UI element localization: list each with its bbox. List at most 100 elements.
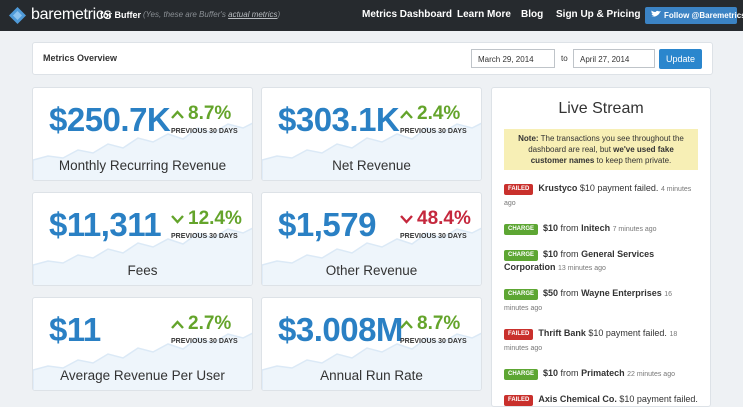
event[interactable]: FAILED Thrift Bank $10 payment failed. 18… bbox=[504, 327, 698, 355]
logo[interactable]: baremetrics bbox=[31, 6, 112, 23]
toolbar-title: Metrics Overview bbox=[43, 53, 118, 63]
arrow-up bbox=[400, 110, 413, 119]
note-text: (Yes, these are Buffer's bbox=[143, 10, 229, 19]
event-text: Wayne Enterprises bbox=[581, 288, 662, 298]
change-text: 2.4% bbox=[417, 103, 461, 124]
event-time: 4 minutes ago bbox=[504, 186, 692, 207]
sparkline bbox=[262, 122, 481, 180]
event-text: $50 bbox=[543, 288, 559, 298]
event[interactable]: CHARGE $10 from Initech 7 minutes ago bbox=[504, 222, 698, 236]
end-date-input[interactable]: April 27, 2014 bbox=[573, 49, 655, 68]
event-time: 18 minutes ago bbox=[504, 331, 678, 352]
follow-button[interactable]: Follow @Baremetrics bbox=[645, 7, 743, 24]
metric-value: $11 bbox=[49, 311, 101, 348]
event-text: from bbox=[558, 249, 582, 259]
note-text: Note: bbox=[518, 134, 539, 143]
metric-value: $3.008M bbox=[278, 311, 403, 348]
event[interactable]: FAILED Krustyco $10 payment failed. 4 min… bbox=[504, 182, 698, 210]
live-stream: Live Stream Note: The transactions you s… bbox=[491, 87, 711, 407]
metric-change: 2.7% bbox=[171, 313, 231, 335]
period: PREVIOUS 30 DAYS bbox=[400, 128, 467, 135]
event-text: from bbox=[558, 223, 582, 233]
event-time: 16 minutes ago bbox=[504, 291, 673, 312]
metric-value: $11,311 bbox=[49, 206, 162, 243]
event-badge: CHARGE bbox=[504, 369, 539, 380]
metric-label: Average Revenue Per User bbox=[60, 368, 225, 383]
event-text: $10 payment failed. bbox=[577, 183, 659, 193]
metric-change: 48.4% bbox=[400, 208, 471, 230]
toolbar: Metrics Overview March 29, 2014 to April… bbox=[32, 42, 713, 75]
event-text: from bbox=[558, 288, 582, 298]
sparkline bbox=[262, 227, 481, 285]
nav-link[interactable]: Learn More bbox=[457, 9, 511, 20]
sparkline bbox=[33, 227, 252, 285]
metric-label: Annual Run Rate bbox=[320, 368, 423, 383]
event-text: $10 payment failed. bbox=[616, 394, 698, 404]
event-text: General Services Corporation bbox=[504, 249, 655, 272]
change-text: 12.4% bbox=[188, 208, 242, 229]
sparkline bbox=[33, 122, 252, 180]
event-time: 22 minutes ago bbox=[627, 371, 675, 378]
period: PREVIOUS 30 DAYS bbox=[171, 128, 238, 135]
note-text: ) bbox=[277, 10, 281, 19]
event[interactable]: FAILED Axis Chemical Co. $10 payment fail… bbox=[504, 393, 698, 406]
metric-label: Monthly Recurring Revenue bbox=[58, 158, 227, 173]
metric-change: 8.7% bbox=[400, 313, 460, 335]
event-badge: CHARGE bbox=[504, 224, 539, 235]
stream-note: Note: The transactions you see throughou… bbox=[504, 129, 698, 170]
arrow-up bbox=[171, 110, 184, 119]
event[interactable]: CHARGE $10 from General Services Corporat… bbox=[504, 248, 698, 275]
event-time: 7 minutes ago bbox=[612, 226, 657, 233]
sparkline bbox=[262, 332, 481, 390]
event-text: Primatech bbox=[581, 368, 625, 378]
change-text: 48.4% bbox=[417, 208, 471, 229]
metric-card[interactable]: $11,311 12.4% PREVIOUS 30 DAYS Fees bbox=[32, 192, 253, 286]
metric-card[interactable]: $11 2.7% PREVIOUS 30 DAYS Average Revenue P… bbox=[32, 297, 253, 391]
bird-icon bbox=[651, 10, 661, 17]
logo-icon bbox=[9, 7, 26, 24]
metric-card[interactable]: $303.1K 2.4% PREVIOUS 30 DAYS Net Revenue bbox=[261, 87, 482, 181]
metric-change: 12.4% bbox=[171, 208, 242, 230]
event-time: 13 minutes ago bbox=[558, 265, 606, 272]
update-button[interactable]: Update bbox=[659, 49, 702, 69]
metric-value: $303.1K bbox=[278, 101, 400, 138]
metric-change: 2.4% bbox=[400, 103, 460, 125]
follow-text: Follow @Baremetrics bbox=[664, 11, 743, 20]
event-text: $10 bbox=[543, 249, 559, 259]
metric-card[interactable]: $1,579 48.4% PREVIOUS 30 DAYS Other Revenue bbox=[261, 192, 482, 286]
start-date-input[interactable]: March 29, 2014 bbox=[471, 49, 555, 68]
event-text: $10 payment failed. bbox=[585, 328, 667, 338]
event-badge: CHARGE bbox=[504, 250, 539, 261]
nav-link[interactable]: Metrics Dashboard bbox=[362, 9, 453, 20]
client: for Buffer bbox=[100, 10, 141, 20]
metric-card[interactable]: $3.008M 8.7% PREVIOUS 30 DAYS Annual Run Ra… bbox=[261, 297, 482, 391]
event-badge: FAILED bbox=[504, 329, 534, 340]
change-text: 2.7% bbox=[188, 313, 232, 334]
event-badge: FAILED bbox=[504, 184, 534, 195]
event-list: FAILED Krustyco $10 payment failed. 4 min… bbox=[492, 182, 710, 406]
nav-link[interactable]: Sign Up & Pricing bbox=[556, 9, 641, 20]
event-text: $10 bbox=[543, 223, 559, 233]
metric-card[interactable]: $250.7K 8.7% PREVIOUS 30 DAYS Monthly Recur… bbox=[32, 87, 253, 181]
note-text: we've used fake customer names bbox=[530, 145, 674, 165]
note-text: The transactions you see throughout the … bbox=[528, 134, 684, 154]
header: baremetrics for Buffer (Yes, these are B… bbox=[0, 0, 743, 31]
event[interactable]: CHARGE $10 from Primatech 22 minutes ago bbox=[504, 367, 698, 381]
to-label: to bbox=[561, 54, 568, 63]
metric-label: Fees bbox=[127, 263, 158, 278]
nav-link[interactable]: Blog bbox=[521, 9, 544, 20]
period: PREVIOUS 30 DAYS bbox=[171, 233, 238, 240]
metric-change: 8.7% bbox=[171, 103, 231, 125]
sparkline bbox=[33, 332, 252, 390]
metric-label: Other Revenue bbox=[325, 263, 418, 278]
event[interactable]: CHARGE $50 from Wayne Enterprises 16 minu… bbox=[504, 287, 698, 315]
event-text: $10 bbox=[543, 368, 559, 378]
metric-label: Net Revenue bbox=[332, 158, 411, 173]
change-text: 8.7% bbox=[188, 103, 232, 124]
note-link[interactable]: actual metrics bbox=[228, 10, 278, 19]
period: PREVIOUS 30 DAYS bbox=[171, 338, 238, 345]
metric-value: $250.7K bbox=[49, 101, 171, 138]
event-text: Thrift Bank bbox=[538, 328, 586, 338]
note-text: to keep them private. bbox=[594, 156, 672, 165]
